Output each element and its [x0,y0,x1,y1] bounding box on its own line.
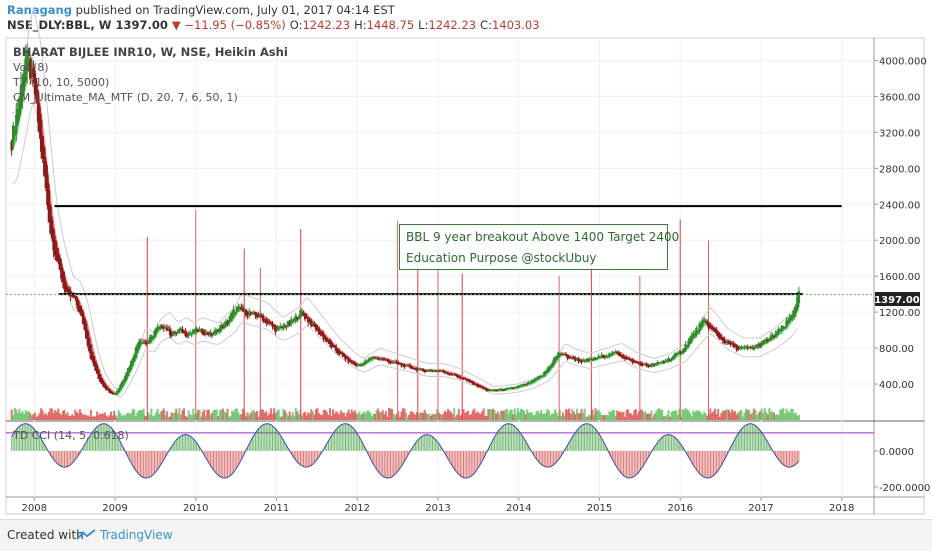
price-tick-label: 1200.00 [879,308,920,319]
price-tick-label: 1600.00 [879,272,920,283]
price-tick-label: 2800.00 [879,164,920,175]
candle-body [669,360,671,361]
price-tick-label: 3600.00 [879,92,920,103]
candle-body [114,394,116,395]
time-tick-label: 2011 [264,503,289,514]
time-tick-label: 2013 [425,503,450,514]
annotation-box[interactable]: BBL 9 year breakout Above 1400 Target 24… [399,224,668,270]
time-tick-label: 2015 [587,503,612,514]
tradingview-link[interactable]: TradingView [100,528,173,542]
indicator-legend: BHARAT BIJLEE INR10, W, NSE, Heikin Ashi… [13,45,288,105]
candle-body [610,355,612,356]
candle-body [361,364,363,365]
candle-body [292,321,294,322]
volume-bar [798,415,800,420]
candle-body [330,342,332,347]
candle-body [798,291,800,303]
candle-body [684,344,686,350]
legend-cci[interactable]: TD CCI (14, 5, 0.618) [13,429,129,442]
series-title: BHARAT BIJLEE INR10, W, NSE, Heikin Ashi [13,45,288,60]
price-tick-label: 800.00 [879,344,914,355]
legend-vol[interactable]: Vol (8) [13,60,288,75]
price-tick-label: 3200.00 [879,128,920,139]
cci-tick-label: -200.0000 [879,483,930,494]
time-tick-label: 2012 [345,503,370,514]
candle-body [315,325,317,330]
annotation-line-2: Education Purpose @stockUbuy [406,251,596,265]
legend-ma[interactable]: CM_Ultimate_MA_MTF (D, 20, 7, 6, 50, 1) [13,90,288,105]
created-with-label: Created with [7,528,84,542]
annotation-line-1: BBL 9 year breakout Above 1400 Target 24… [406,230,679,244]
price-tick-label: 2000.00 [879,236,920,247]
cci-tick-label: 0.0000 [879,447,914,458]
tradingview-logo-icon [76,529,96,541]
time-tick-label: 2018 [829,503,854,514]
candle-body [524,385,526,386]
candle-body [150,335,152,340]
candle-body [515,387,517,388]
candle-body [222,327,224,328]
volume-bars [11,408,800,420]
time-tick-label: 2009 [102,503,127,514]
time-tick-label: 2016 [667,503,692,514]
candle-body [599,357,601,358]
candle-body [773,336,775,337]
legend-tz[interactable]: TZ (10, 10, 5000) [13,75,288,90]
candle-body [288,323,290,324]
candle-body [358,365,360,366]
price-tick-label: 2400.00 [879,200,920,211]
candle-body [194,331,196,332]
time-tick-label: 2017 [748,503,773,514]
price-tick-label: 4000.000 [879,56,927,67]
candle-body [281,327,283,328]
cci-pane: 0.0000 -200.0000 [6,424,930,494]
time-axis-labels: 2008 2009 2010 2011 2012 2013 2014 2015 2016 2017… [22,497,855,514]
candle-body [503,390,505,391]
price-axis-labels: 4000.000 3600.00 3200.00 2800.00 2400.00 2000… [874,56,927,391]
last-price-tag-text: 1397.00 [874,295,920,306]
time-tick-label: 2010 [183,503,208,514]
price-tick-label: 400.00 [879,380,914,391]
last-price-tag: 1397.00 [874,292,920,306]
footer-bar: Created with TradingView [0,519,932,551]
time-tick-label: 2014 [506,503,531,514]
time-tick-label: 2008 [22,503,47,514]
